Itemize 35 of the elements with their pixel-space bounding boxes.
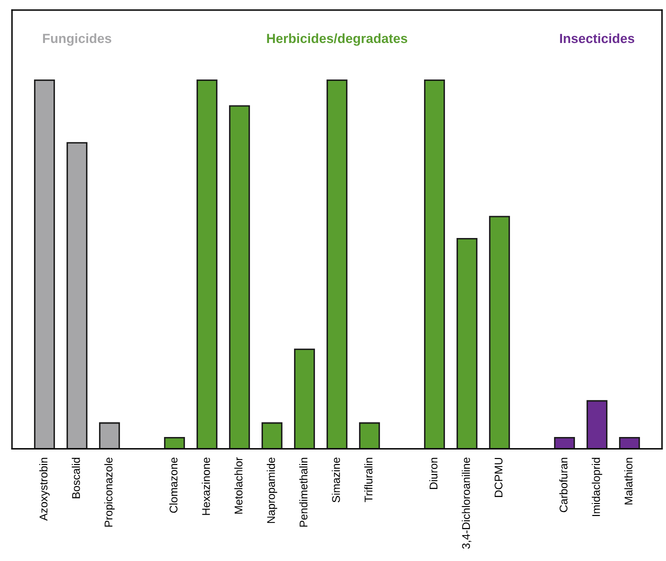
text: Fungicides bbox=[43, 33, 112, 46]
bar bbox=[294, 348, 315, 449]
x-tick-label: Boscalid bbox=[72, 458, 80, 498]
x-tick-label: Napropamide bbox=[266, 458, 278, 523]
bar bbox=[262, 422, 282, 449]
bar bbox=[424, 79, 445, 449]
x-tick-label: Simazine bbox=[332, 458, 340, 502]
bar bbox=[229, 105, 250, 449]
bar bbox=[456, 238, 478, 449]
x-tick-label: Malathion bbox=[624, 458, 632, 504]
x-tick-label: Azoxystrobin bbox=[39, 458, 50, 521]
text: Insecticides bbox=[560, 33, 634, 44]
x-tick-label: Trifluralin bbox=[364, 458, 372, 502]
x-tick-label: Hexazinone bbox=[202, 458, 210, 515]
x-tick-label: DCPMU bbox=[494, 458, 502, 497]
x-tick-label: Propiconazole bbox=[104, 458, 115, 527]
bar bbox=[196, 79, 218, 449]
x-tick-label: Pendimethalin bbox=[299, 458, 308, 527]
x-tick-label: Carbofuran bbox=[559, 458, 568, 512]
bar bbox=[99, 422, 120, 449]
bar bbox=[326, 79, 348, 449]
bar bbox=[619, 437, 640, 449]
bar bbox=[359, 422, 380, 449]
x-tick-label: 3,4-Dichloroaniline bbox=[462, 458, 472, 549]
bar bbox=[554, 437, 575, 449]
bar bbox=[66, 142, 88, 449]
bar bbox=[164, 437, 185, 449]
x-tick-label: Diuron bbox=[429, 458, 438, 489]
bar bbox=[34, 79, 55, 449]
x-tick-label: Imidacloprid bbox=[592, 458, 602, 516]
bar bbox=[586, 400, 608, 449]
x-tick-label: Metolachlor bbox=[234, 457, 242, 514]
text: Herbicides/degradates bbox=[267, 33, 408, 46]
x-tick-label: Clomazone bbox=[169, 458, 178, 513]
bar bbox=[489, 216, 510, 449]
